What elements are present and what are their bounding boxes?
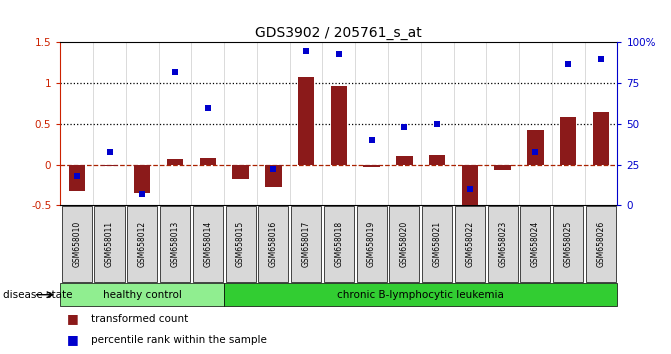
Text: GSM658026: GSM658026: [597, 221, 605, 267]
Text: GSM658021: GSM658021: [433, 221, 442, 267]
Text: GSM658022: GSM658022: [466, 221, 474, 267]
Title: GDS3902 / 205761_s_at: GDS3902 / 205761_s_at: [256, 26, 422, 40]
Text: GSM658012: GSM658012: [138, 221, 147, 267]
Text: GSM658014: GSM658014: [203, 221, 212, 267]
Text: GSM658019: GSM658019: [367, 221, 376, 267]
Bar: [298, 78, 314, 165]
Text: GSM658016: GSM658016: [269, 221, 278, 267]
Bar: [429, 155, 446, 165]
Text: GSM658023: GSM658023: [498, 221, 507, 267]
Bar: [495, 165, 511, 170]
Bar: [101, 165, 117, 166]
Bar: [68, 165, 85, 191]
Text: percentile rank within the sample: percentile rank within the sample: [91, 335, 266, 345]
Text: GSM658010: GSM658010: [72, 221, 81, 267]
Text: GSM658011: GSM658011: [105, 221, 114, 267]
Text: healthy control: healthy control: [103, 290, 182, 300]
Bar: [560, 118, 576, 165]
Bar: [462, 165, 478, 205]
Text: GSM658018: GSM658018: [334, 221, 344, 267]
Text: GSM658020: GSM658020: [400, 221, 409, 267]
Bar: [592, 112, 609, 165]
Bar: [396, 156, 413, 165]
Bar: [232, 165, 249, 179]
Text: GSM658025: GSM658025: [564, 221, 572, 267]
Bar: [265, 165, 282, 187]
Bar: [134, 165, 150, 193]
Text: transformed count: transformed count: [91, 314, 188, 324]
Text: ■: ■: [67, 333, 79, 346]
Text: GSM658024: GSM658024: [531, 221, 540, 267]
Bar: [167, 159, 183, 165]
Text: GSM658015: GSM658015: [236, 221, 245, 267]
Bar: [527, 130, 544, 165]
Bar: [331, 86, 347, 165]
Text: chronic B-lymphocytic leukemia: chronic B-lymphocytic leukemia: [338, 290, 504, 300]
Text: GSM658017: GSM658017: [301, 221, 311, 267]
Bar: [200, 158, 216, 165]
Text: ■: ■: [67, 312, 79, 325]
Bar: [364, 165, 380, 167]
Text: GSM658013: GSM658013: [170, 221, 180, 267]
Text: disease state: disease state: [3, 290, 73, 300]
